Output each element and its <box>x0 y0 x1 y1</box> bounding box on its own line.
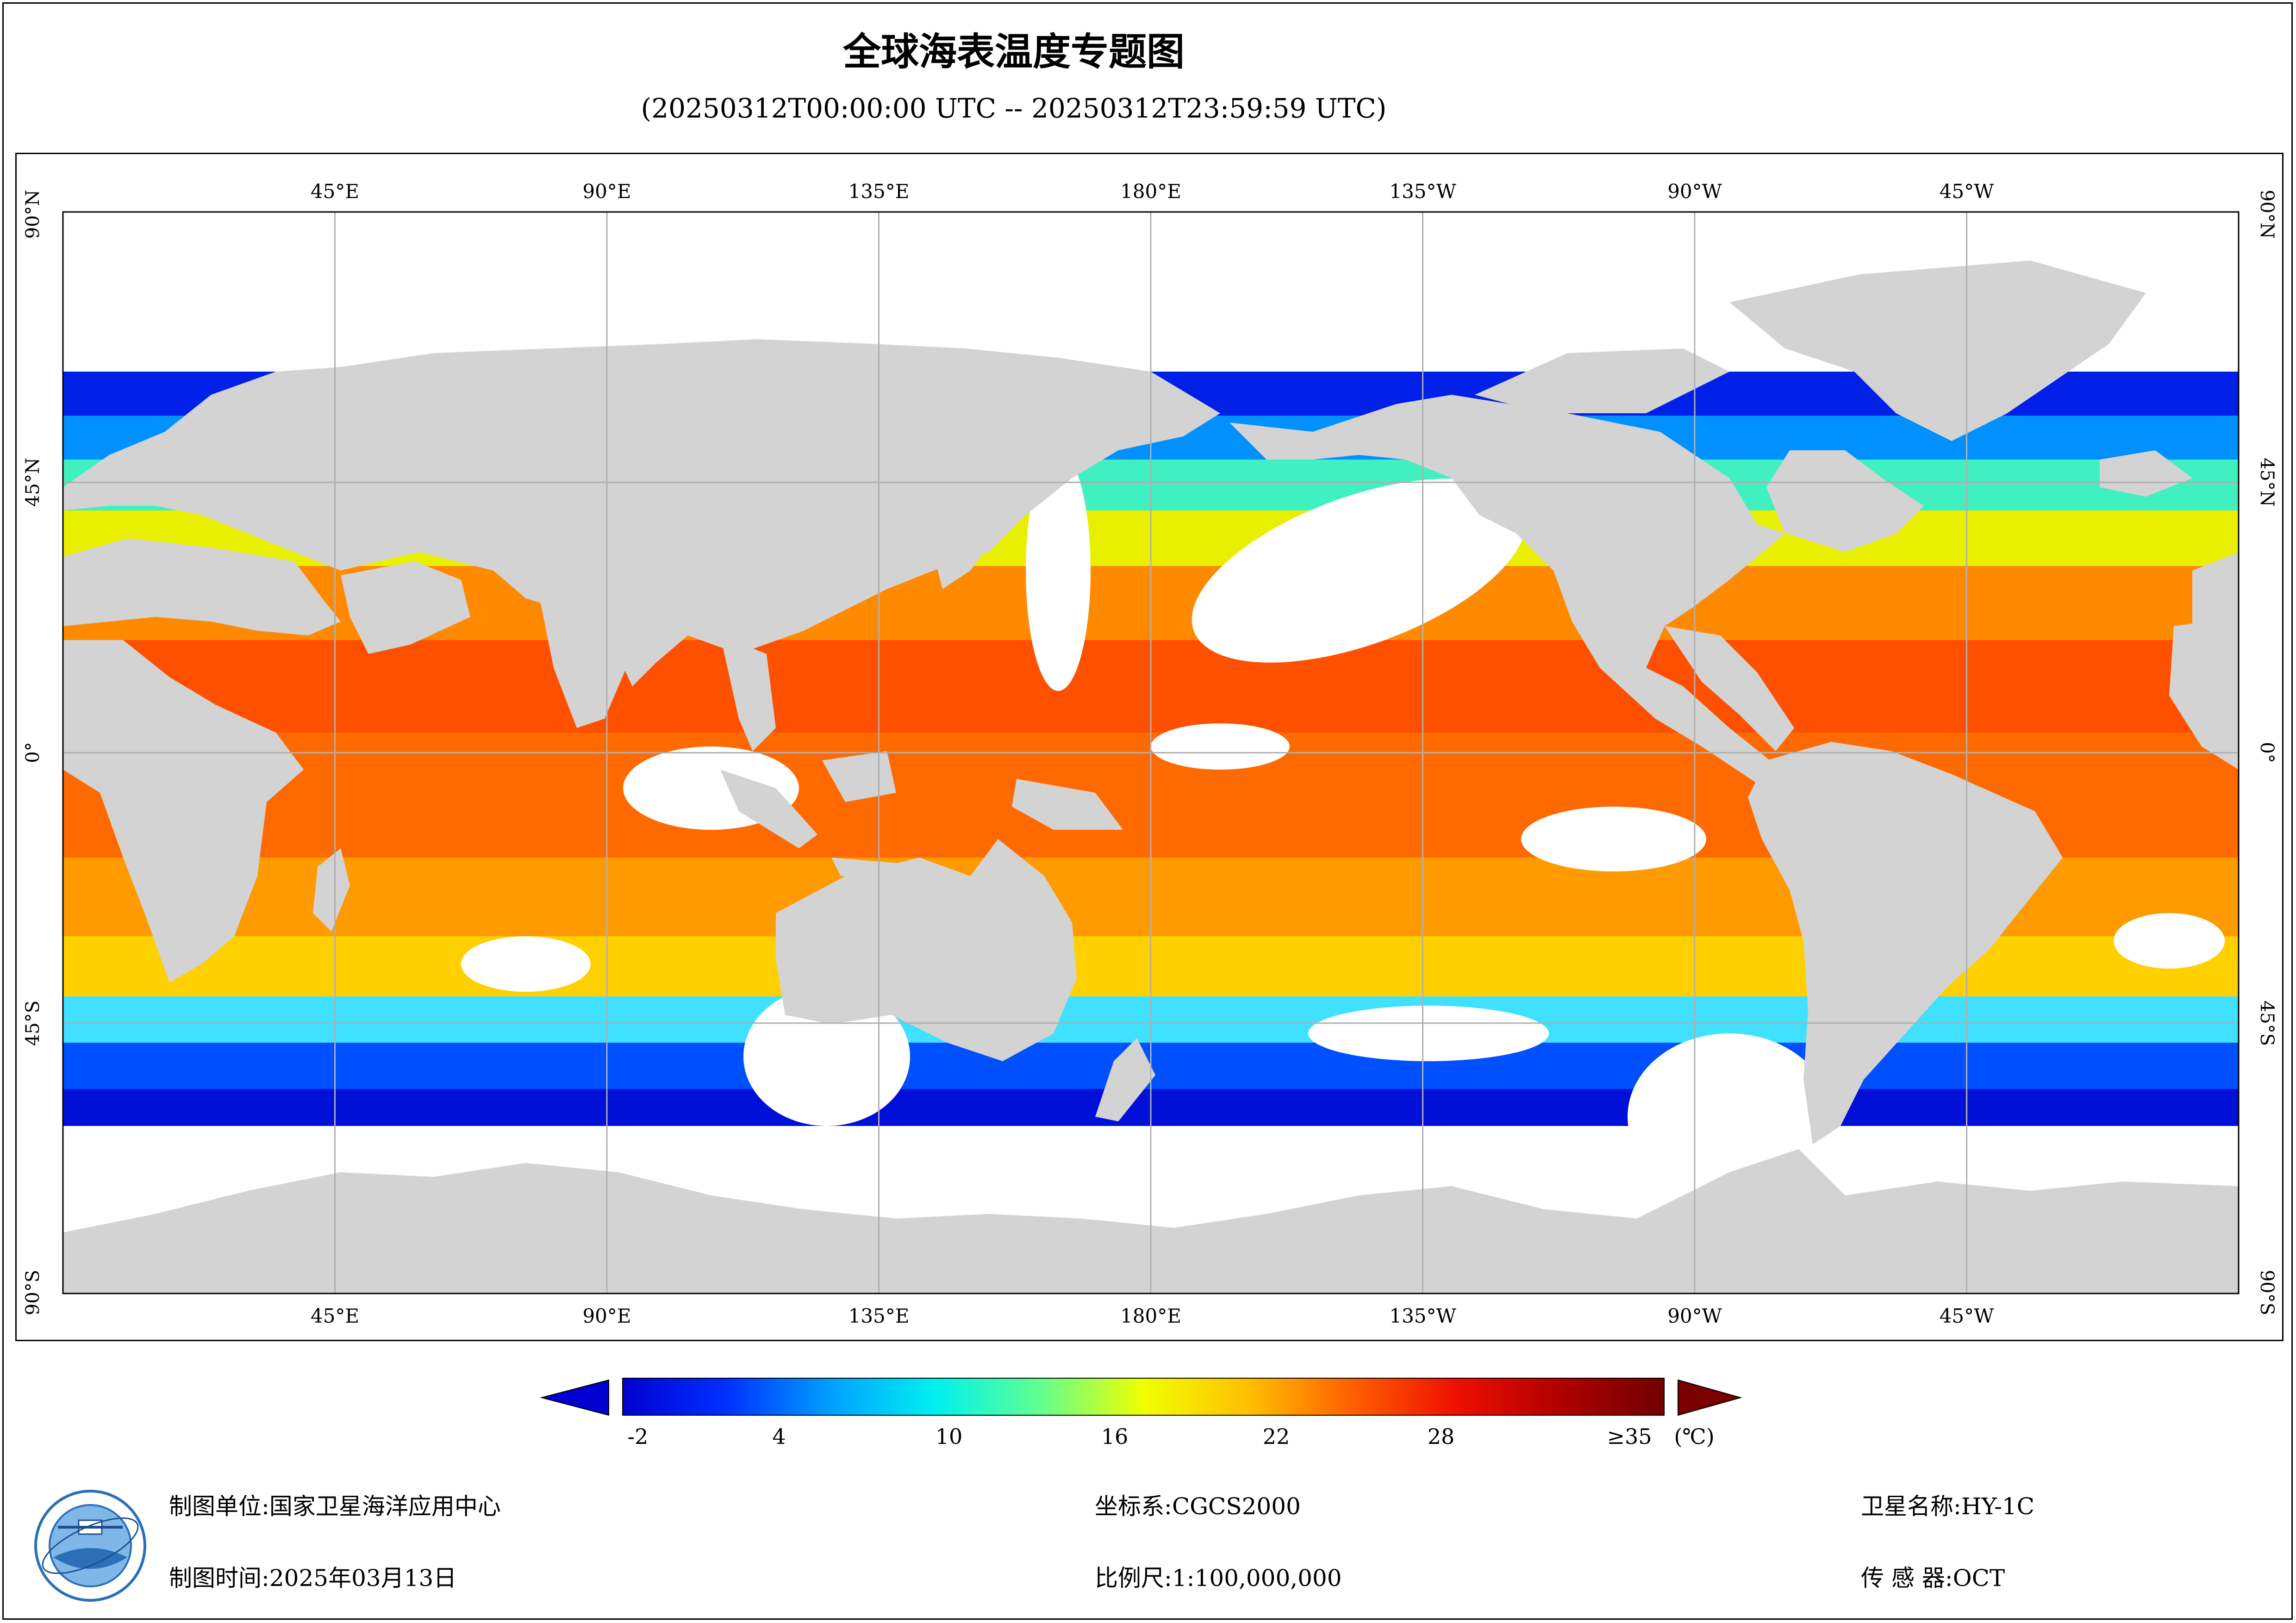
colorbar-tick-label: -2 <box>628 1424 649 1449</box>
sst-map: 45°E 90°E 135°E 180°E 135°W 90°W 45°W 45… <box>22 180 2277 1327</box>
lon-label: 45°E <box>311 180 359 203</box>
lon-label: 90°E <box>582 1305 631 1327</box>
lat-label: 90°S <box>2256 1270 2277 1315</box>
lat-label: 45°S <box>2256 1001 2277 1046</box>
map-frame: 45°E 90°E 135°E 180°E 135°W 90°W 45°W 45… <box>15 153 2284 1341</box>
colorbar-tick-label: 10 <box>936 1424 963 1449</box>
time-value: 2025年03月13日 <box>269 1565 457 1592</box>
colorbar-tick-label: 4 <box>772 1424 786 1449</box>
org-label: 制图单位: <box>169 1493 269 1520</box>
lon-label: 135°W <box>1389 1305 1456 1327</box>
lat-label: 45°N <box>2256 458 2277 507</box>
lat-label: 0° <box>2256 742 2277 763</box>
lon-label: 90°W <box>1667 1305 1722 1327</box>
time-info: 制图时间:2025年03月13日 <box>169 1560 456 1593</box>
sensor-info: 传 感 器:OCT <box>1861 1560 2005 1593</box>
colorbar <box>622 1378 1665 1416</box>
colorbar-extend-high <box>1678 1379 1742 1416</box>
time-label: 制图时间: <box>169 1565 269 1592</box>
nsoas-logo-icon <box>34 1490 146 1602</box>
lat-label: 90°S <box>22 1270 44 1315</box>
map-title: 全球海表温度专题图 <box>842 30 1185 74</box>
map-time-range: (20250312T00:00:00 UTC -- 20250312T23:59… <box>641 93 1387 124</box>
lat-label: 90°N <box>2256 190 2277 239</box>
lat-label: 45°S <box>22 1001 44 1046</box>
crs-label: 坐标系: <box>1095 1493 1172 1520</box>
graticule <box>63 212 2239 1293</box>
crs-info: 坐标系:CGCS2000 <box>1095 1488 1301 1521</box>
lat-label: 90°N <box>22 190 44 239</box>
left-lat-labels: 90°N 45°N 0° 45°S 90°S <box>22 190 44 1315</box>
top-lon-labels: 45°E 90°E 135°E 180°E 135°W 90°W 45°W <box>311 180 1994 203</box>
colorbar-tick-label: 22 <box>1263 1424 1290 1449</box>
sensor-label: 传 感 器: <box>1861 1565 1953 1592</box>
org-value: 国家卫星海洋应用中心 <box>269 1493 501 1520</box>
scale-value: 1:100,000,000 <box>1172 1565 1342 1592</box>
lon-label: 135°W <box>1389 180 1456 203</box>
lon-label: 180°E <box>1120 180 1181 203</box>
org-info: 制图单位:国家卫星海洋应用中心 <box>169 1488 501 1521</box>
right-lat-labels: 90°N 45°N 0° 45°S 90°S <box>2256 190 2277 1315</box>
scale-info: 比例尺:1:100,000,000 <box>1095 1560 1342 1593</box>
color-legend: -2 4 10 16 22 28 ≥35 (℃) <box>540 1378 1742 1449</box>
colorbar-unit: (℃) <box>1674 1424 1714 1449</box>
lon-label: 45°W <box>1940 180 1994 203</box>
colorbar-tick-label: ≥35 <box>1607 1424 1652 1449</box>
colorbar-extend-low <box>540 1379 609 1416</box>
satellite-label: 卫星名称: <box>1861 1493 1961 1520</box>
lon-label: 135°E <box>849 180 910 203</box>
lat-label: 45°N <box>22 458 44 507</box>
lon-label: 180°E <box>1120 1305 1181 1327</box>
lon-label: 45°W <box>1940 1305 1994 1327</box>
lon-label: 90°E <box>582 180 631 203</box>
lon-label: 90°W <box>1667 180 1722 203</box>
scale-label: 比例尺: <box>1095 1565 1172 1592</box>
lon-label: 45°E <box>311 1305 359 1327</box>
colorbar-tick-label: 28 <box>1428 1424 1455 1449</box>
plot-border <box>62 211 2240 1294</box>
bottom-lon-labels: 45°E 90°E 135°E 180°E 135°W 90°W 45°W <box>311 1305 1994 1327</box>
satellite-info: 卫星名称:HY-1C <box>1861 1488 2034 1521</box>
lon-label: 135°E <box>849 1305 910 1327</box>
lat-label: 0° <box>22 742 44 763</box>
colorbar-tick-label: 16 <box>1101 1424 1129 1449</box>
satellite-value: HY-1C <box>1961 1493 2034 1520</box>
sensor-value: OCT <box>1953 1565 2005 1592</box>
crs-value: CGCS2000 <box>1172 1493 1301 1520</box>
